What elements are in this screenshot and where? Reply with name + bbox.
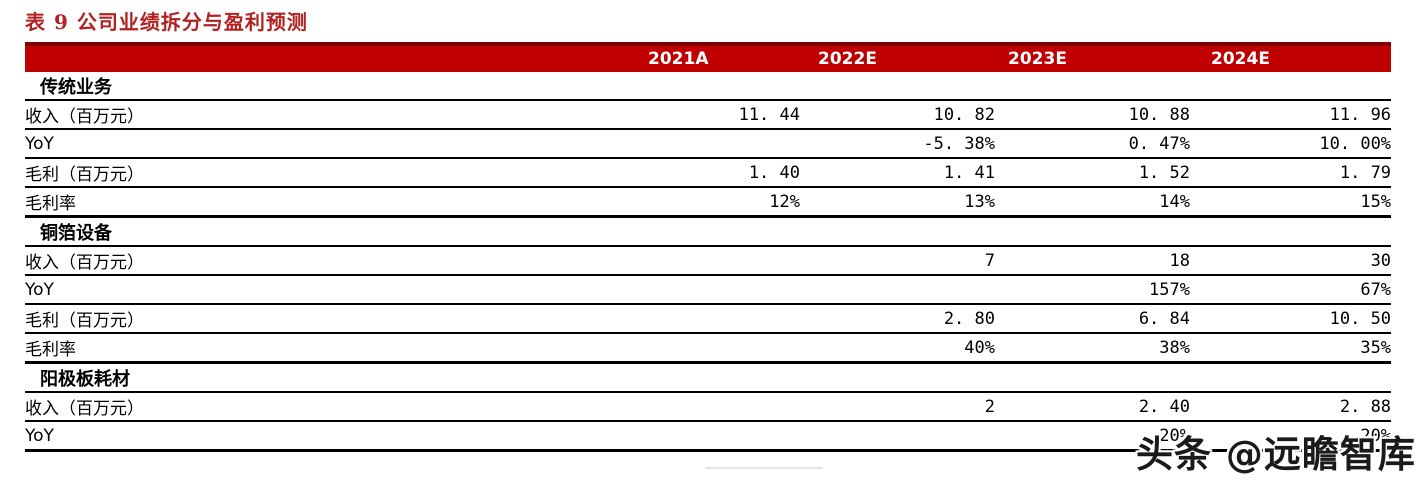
cell-value: 11. 44 [565,100,800,130]
column-header-2023e: 2023E [1008,49,1067,69]
table-row: 收入（百万元） 7 18 30 [25,246,1392,276]
cell-value: -5. 38% [800,129,995,159]
table-row: YoY -5. 38% 0. 47% 10. 00% [25,129,1392,159]
cell-value: 35% [1190,333,1392,364]
cell-value: 20% [1190,421,1392,452]
cell-value: 1. 79 [1190,158,1392,188]
table-row: 收入（百万元） 11. 44 10. 82 10. 88 11. 96 [25,100,1392,130]
cell-value: 12% [565,187,800,218]
cell-value: 2. 40 [995,392,1190,422]
section-header-row: 阳极板耗材 [25,361,1392,393]
column-header-2022e: 2022E [818,49,877,69]
row-label: 毛利（百万元） [25,158,565,188]
cell-value [565,275,800,305]
section-header-row: 铜箔设备 [25,215,1392,247]
cell-value: 15% [1190,187,1392,218]
column-header-2021a: 2021A [648,49,709,69]
cell-value: 157% [995,275,1190,305]
table-title: 表 9 公司业绩拆分与盈利预测 [25,10,308,34]
row-label: YoY [25,129,565,159]
toutiao-watermark: 头条 @远瞻智库 [1136,433,1416,476]
cell-value: 30 [1190,246,1392,276]
row-label: 收入（百万元） [25,392,565,422]
row-label: 收入（百万元） [25,100,565,130]
cell-value [565,304,800,334]
table-row: 毛利率 12% 13% 14% 15% [25,187,1392,218]
financial-forecast-table: 传统业务 收入（百万元） 11. 44 10. 82 10. 88 11. 96… [25,72,1392,452]
row-label: YoY [25,275,565,305]
table-row: 毛利（百万元） 2. 80 6. 84 10. 50 [25,304,1392,334]
row-label: 毛利（百万元） [25,304,565,334]
row-label: YoY [25,421,565,452]
row-label: 收入（百万元） [25,246,565,276]
cell-value: 10. 50 [1190,304,1392,334]
cell-value: 18 [995,246,1190,276]
cell-value: 13% [800,187,995,218]
cell-value: 20% [995,421,1190,452]
cell-value [565,333,800,364]
cell-value: 10. 88 [995,100,1190,130]
cell-value: 0. 47% [995,129,1190,159]
cell-value [565,392,800,422]
table-row: 毛利率 40% 38% 35% [25,333,1392,364]
cell-value: 2 [800,392,995,422]
cell-value: 6. 84 [995,304,1190,334]
cell-value [800,421,995,452]
cell-value [800,275,995,305]
cell-value [565,421,800,452]
row-label: 毛利率 [25,187,565,218]
cell-value: 2. 88 [1190,392,1392,422]
table-header-band: 2021A 2022E 2023E 2024E [25,42,1391,72]
cell-value [565,129,800,159]
section-name: 传统业务 [25,72,1392,101]
cell-value: 40% [800,333,995,364]
cell-value: 67% [1190,275,1392,305]
cell-value: 1. 52 [995,158,1190,188]
row-label: 毛利率 [25,333,565,364]
cell-value: 1. 41 [800,158,995,188]
table-row: YoY 157% 67% [25,275,1392,305]
cell-value: 1. 40 [565,158,800,188]
faint-watermark-line [705,467,823,469]
cell-value: 7 [800,246,995,276]
table-row: 收入（百万元） 2 2. 40 2. 88 [25,392,1392,422]
section-name: 铜箔设备 [25,215,1392,247]
column-header-2024e: 2024E [1211,49,1270,69]
cell-value: 10. 82 [800,100,995,130]
cell-value: 10. 00% [1190,129,1392,159]
cell-value: 38% [995,333,1190,364]
cell-value: 11. 96 [1190,100,1392,130]
cell-value: 14% [995,187,1190,218]
table-row: YoY 20% 20% [25,421,1392,452]
section-name: 阳极板耗材 [25,361,1392,393]
table-row: 毛利（百万元） 1. 40 1. 41 1. 52 1. 79 [25,158,1392,188]
cell-value: 2. 80 [800,304,995,334]
cell-value [565,246,800,276]
section-header-row: 传统业务 [25,72,1392,101]
